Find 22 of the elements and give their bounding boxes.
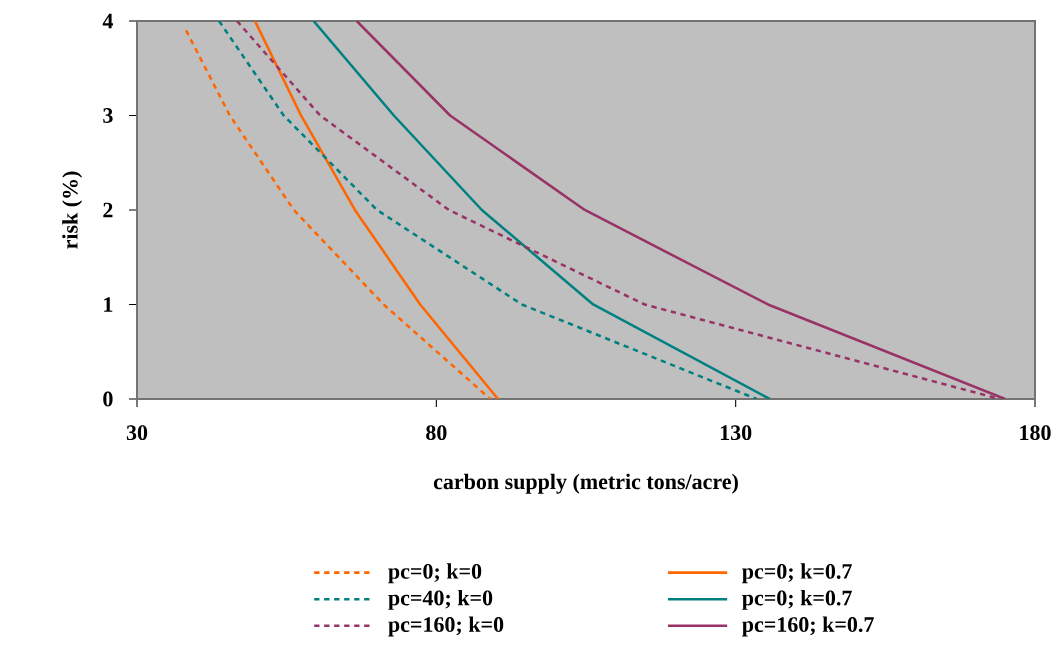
y-tick-label: 3	[103, 108, 113, 123]
y-tick-label: 2	[103, 202, 113, 218]
line-series	[184, 29, 492, 399]
x-tick-label: 130	[720, 425, 752, 441]
legend-label: pc=160; k=0	[388, 616, 504, 637]
line-series	[235, 20, 1001, 399]
x-tick-label: 30	[126, 425, 148, 441]
legend-label: pc=0; k=0.7	[742, 589, 852, 610]
legend-label: pc=160; k=0.7	[742, 616, 874, 637]
y-tick-label: 1	[104, 297, 113, 312]
y-tick-label: 0	[103, 391, 113, 407]
y-tick-label: 4	[102, 13, 113, 29]
line-series	[253, 20, 500, 399]
x-tick-label: 80	[426, 425, 447, 441]
legend-label: pc=0; k=0	[388, 563, 482, 584]
legend-label: pc=0; k=0.7	[742, 563, 852, 584]
line-series	[217, 20, 758, 399]
y-axis-title: risk (%)	[62, 171, 83, 249]
x-tick-label: 180	[1020, 425, 1051, 441]
line-series	[312, 20, 772, 399]
x-axis-title: carbon supply (metric tons/acre)	[433, 473, 738, 494]
legend-label: pc=40; k=0	[388, 589, 493, 610]
